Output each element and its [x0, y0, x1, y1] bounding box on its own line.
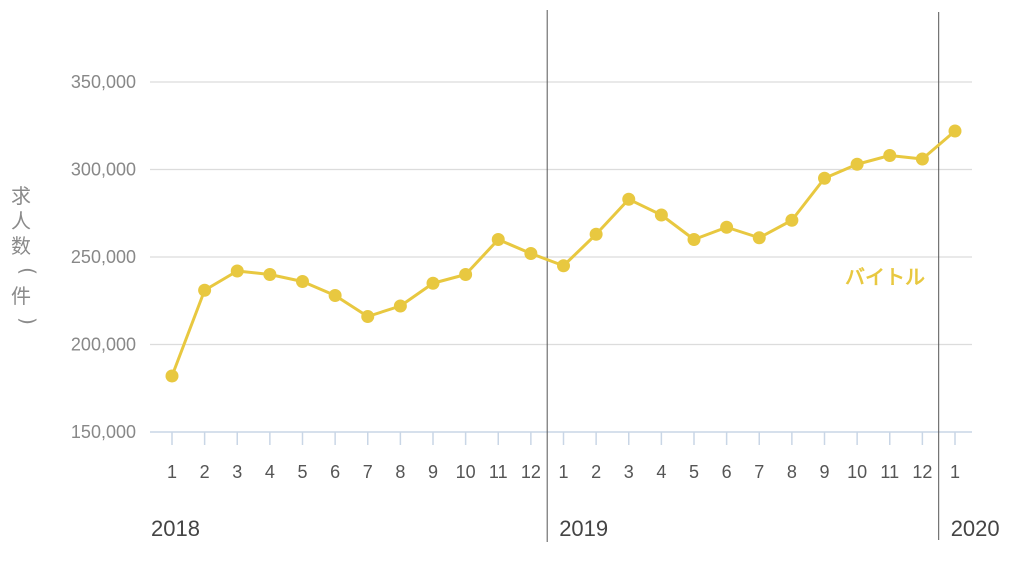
data-point — [883, 149, 897, 162]
data-point — [818, 171, 831, 185]
year-labels: 2018 2019 2020 — [151, 516, 1000, 541]
year-label: 2020 — [951, 516, 1000, 541]
data-point — [459, 268, 473, 281]
data-point — [198, 283, 212, 297]
y-axis-label-char: 数 — [11, 234, 31, 258]
x-tick-label: 2 — [200, 462, 210, 482]
x-tick-label: 1 — [167, 462, 177, 482]
series-path — [170, 129, 957, 378]
grid-lines — [150, 81, 972, 433]
x-tick-label: 3 — [232, 462, 242, 482]
x-tick-label: 6 — [722, 462, 732, 482]
y-tick-label: 300,000 — [71, 160, 136, 180]
data-point — [230, 264, 244, 278]
data-point — [328, 289, 342, 302]
x-tick-label: 11 — [880, 462, 899, 482]
y-axis-label-char: 件 — [11, 284, 31, 308]
y-axis-label-char: 求 — [11, 184, 31, 208]
data-point — [785, 213, 799, 227]
x-tick-label: 9 — [428, 462, 438, 482]
x-tick-label: 2 — [591, 462, 601, 482]
y-axis-tick-labels: 150,000 200,000 250,000 300,000 350,000 — [71, 72, 136, 442]
x-tick-label: 7 — [363, 462, 373, 482]
y-axis-label-paren: ) — [16, 317, 40, 325]
x-tick-label: 3 — [624, 462, 634, 482]
x-tick-label: 8 — [395, 462, 405, 482]
data-point — [296, 275, 309, 288]
data-point — [720, 220, 734, 234]
x-tick-label: 10 — [456, 462, 476, 482]
series-points — [165, 124, 962, 383]
y-axis-label: 求人数件 — [11, 184, 31, 308]
data-point — [752, 231, 766, 245]
year-label: 2019 — [559, 516, 608, 541]
x-axis-tick-labels: 1 2 3 4 5 6 7 8 9 10 11 12 1 2 3 4 5 6 7 8 9 10 11 12 1 — [167, 462, 960, 482]
data-point — [948, 124, 962, 138]
y-axis-label-paren: ( — [16, 267, 40, 275]
data-point — [915, 152, 929, 166]
series-label: バイトル — [845, 265, 925, 289]
data-point — [491, 233, 505, 246]
data-point — [165, 369, 179, 383]
data-point — [557, 259, 570, 273]
data-point — [687, 233, 701, 246]
x-tick-label: 5 — [297, 462, 307, 482]
x-tick-label: 4 — [656, 462, 666, 482]
x-tick-label: 5 — [689, 462, 699, 482]
data-point — [426, 276, 440, 290]
data-point — [622, 192, 636, 206]
x-tick-label: 1 — [950, 462, 960, 482]
x-tick-label: 10 — [847, 462, 867, 482]
x-tick-label: 12 — [521, 462, 541, 482]
x-tick-label: 4 — [265, 462, 275, 482]
y-axis-label-char: 人 — [11, 209, 31, 233]
y-tick-label: 200,000 — [71, 335, 136, 355]
data-point — [361, 310, 375, 323]
x-tick-label: 8 — [787, 462, 797, 482]
data-point — [263, 268, 277, 281]
x-tick-label: 12 — [912, 462, 932, 482]
data-point — [524, 247, 538, 260]
year-dividers — [546, 10, 940, 542]
x-tick-label: 9 — [819, 462, 829, 482]
y-tick-label: 150,000 — [71, 422, 136, 442]
year-label: 2018 — [151, 516, 200, 541]
y-tick-label: 350,000 — [71, 72, 136, 92]
data-point — [654, 208, 668, 222]
x-tick-label: 11 — [489, 462, 508, 482]
x-tick-label: 6 — [330, 462, 340, 482]
x-tick-label: 1 — [558, 462, 568, 482]
x-axis — [171, 432, 956, 445]
y-tick-label: 250,000 — [71, 247, 136, 267]
data-point — [393, 299, 407, 313]
x-tick-label: 7 — [754, 462, 764, 482]
series-line — [170, 129, 957, 378]
data-point — [589, 227, 603, 241]
data-point — [850, 157, 864, 171]
